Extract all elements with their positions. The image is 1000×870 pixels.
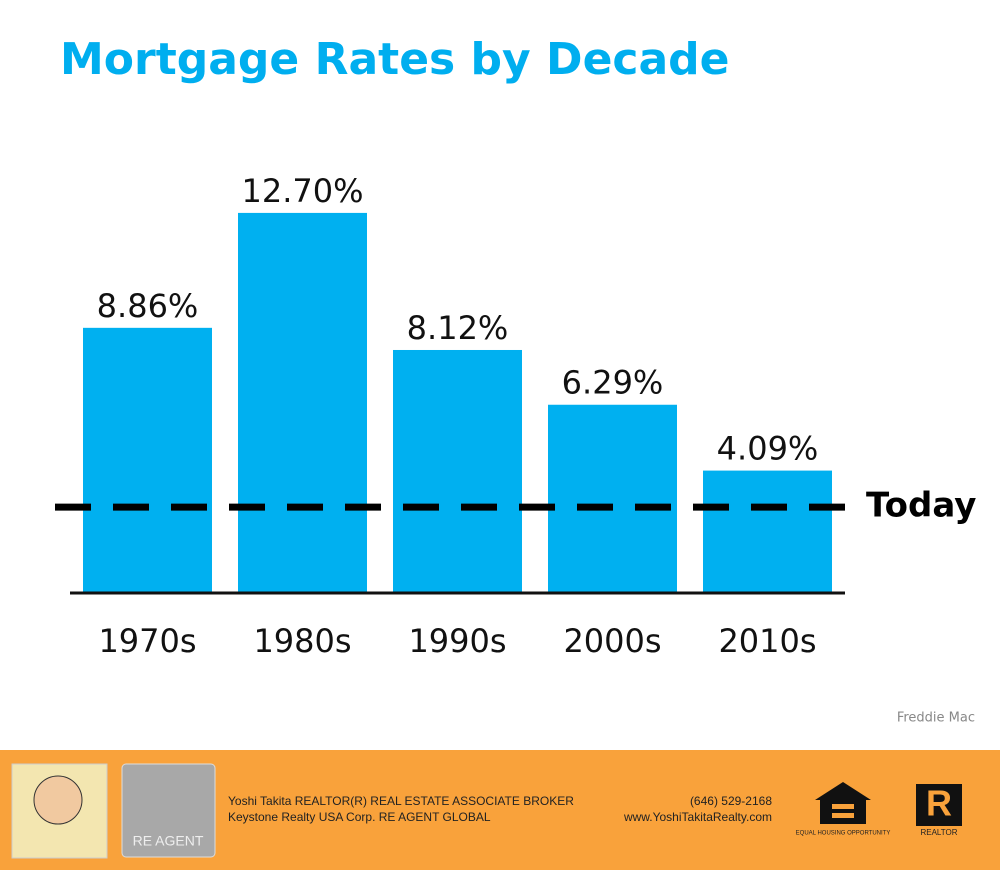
data-label: 6.29% bbox=[562, 364, 664, 402]
equal-housing-icon bbox=[815, 782, 871, 824]
re-agent-logo bbox=[121, 763, 216, 858]
equal-housing-bar bbox=[832, 804, 854, 809]
data-label: 12.70% bbox=[241, 172, 363, 210]
plot: 8.86% 1970s 12.70% 1980s 8.12% 1990s 6.29% 2000… bbox=[55, 172, 976, 660]
logo-text: RE AGENT bbox=[133, 833, 204, 849]
footer-phone: (646) 529-2168 bbox=[690, 794, 772, 808]
x-tick-label: 1970s bbox=[98, 622, 196, 660]
agent-face bbox=[33, 775, 83, 825]
bar bbox=[703, 470, 832, 593]
footer-line: Keystone Realty USA Corp. RE AGENT GLOBA… bbox=[228, 810, 491, 824]
realtor-text: REALTOR bbox=[920, 828, 957, 837]
reference-label: Today bbox=[866, 486, 976, 526]
realtor-logo bbox=[916, 784, 962, 826]
footer-website: www.YoshiTakitaRealty.com bbox=[623, 810, 772, 824]
chart-title: Mortgage Rates by Decade bbox=[60, 34, 730, 85]
x-tick-label: 2010s bbox=[718, 622, 816, 660]
equal-housing-bar bbox=[832, 813, 854, 818]
x-tick-label: 1980s bbox=[253, 622, 351, 660]
source: Freddie Mac bbox=[897, 711, 975, 726]
x-tick-label: 2000s bbox=[563, 622, 661, 660]
footer-line: Yoshi Takita REALTOR(R) REAL ESTATE ASSO… bbox=[228, 794, 574, 808]
equal-housing-text: EQUAL HOUSING OPPORTUNITY bbox=[796, 831, 891, 837]
data-label: 8.12% bbox=[407, 309, 509, 347]
data-label: 4.09% bbox=[717, 430, 819, 468]
data-label: 8.86% bbox=[97, 287, 199, 325]
bar bbox=[238, 212, 367, 593]
realtor-mark: R bbox=[926, 783, 952, 824]
bar bbox=[83, 327, 212, 593]
bar bbox=[393, 349, 522, 593]
x-tick-label: 1990s bbox=[408, 622, 506, 660]
bar bbox=[548, 404, 677, 593]
